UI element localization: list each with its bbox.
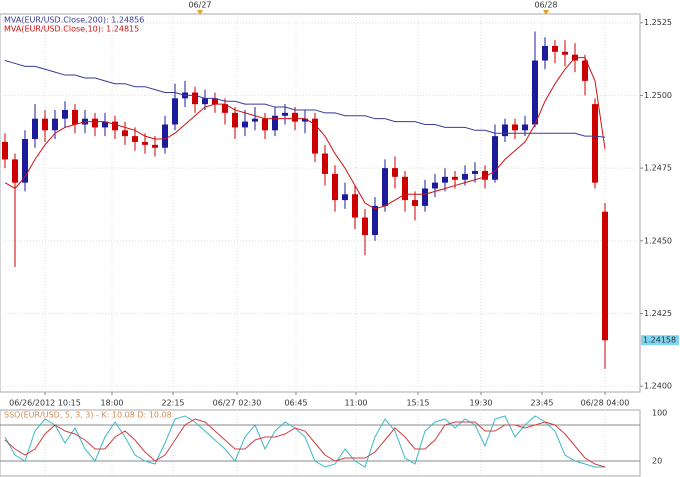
x-tick-label: 06/27 02:30 (213, 399, 262, 408)
candle-body (562, 51, 568, 55)
x-tick-label: 23:45 (530, 399, 553, 408)
candle-body (602, 211, 608, 341)
candle-body (72, 109, 78, 125)
candle-body (532, 60, 538, 125)
date-marker (197, 10, 203, 15)
d-line (4, 418, 606, 468)
x-tick-label: 22:15 (161, 399, 184, 408)
candle-body (442, 176, 448, 183)
candle-body (42, 118, 48, 131)
last-price-box (641, 335, 679, 346)
candle-body (372, 205, 378, 235)
candle-body (302, 118, 308, 122)
y-tick-label: 1.2450 (644, 236, 672, 245)
candle-body (512, 124, 518, 131)
y-tick-label: 1.2500 (644, 91, 672, 100)
candle-body (342, 194, 348, 201)
x-tick-label: 15:15 (406, 399, 429, 408)
date-marker (543, 10, 549, 15)
candle-body (12, 159, 18, 183)
candle-body (542, 45, 548, 61)
candle-body (162, 124, 168, 148)
candle-body (212, 98, 218, 105)
candle-body (252, 118, 258, 122)
x-tick-label: 11:00 (344, 399, 367, 408)
candle-body (362, 217, 368, 235)
candle-body (222, 104, 228, 113)
date-marker-label: 06/27 (188, 1, 211, 10)
candle-body (2, 141, 8, 160)
candle-body (52, 118, 58, 131)
last-price-label: 1.24158 (643, 336, 676, 345)
candle-body (492, 136, 498, 180)
candle-body (332, 173, 338, 201)
k-line (4, 415, 606, 468)
candle-body (282, 112, 288, 116)
price-panel (0, 13, 641, 393)
candle-body (472, 171, 478, 174)
candle-body (262, 118, 268, 131)
moving-average-line (4, 60, 606, 138)
x-tick-label: 06:45 (284, 399, 307, 408)
oscillator-panel (0, 409, 641, 477)
x-tick-label: 06/26/2012 10:15 (9, 399, 81, 408)
y-tick-label: 1.2525 (644, 18, 672, 27)
y-tick-label: 1.2400 (644, 382, 672, 391)
candle-body (142, 141, 148, 145)
candle-body (232, 112, 238, 128)
candle-body (202, 98, 208, 105)
candle-body (482, 171, 488, 180)
y-tick-label: 100 (652, 409, 667, 418)
x-tick-label: 19:30 (469, 399, 492, 408)
candle-body (592, 104, 598, 183)
candle-body (382, 168, 388, 206)
candle-body (422, 188, 428, 206)
candle-body (272, 115, 278, 131)
candle-body (152, 144, 158, 148)
candle-body (32, 118, 38, 140)
y-tick-label: 1.2475 (644, 164, 672, 173)
candle-body (102, 121, 108, 128)
legend-entry: MVA(EUR/USD.Close,10): 1.24815 (4, 25, 139, 34)
candle-body (22, 139, 28, 183)
candle-body (582, 60, 588, 81)
y-tick-label: 20 (652, 457, 662, 466)
candle-body (112, 121, 118, 131)
candle-body (132, 136, 138, 142)
candle-body (402, 176, 408, 201)
candle-body (62, 109, 68, 119)
candle-body (322, 153, 328, 174)
legend-entry: MVA(EUR/USD.Close,200): 1.24856 (4, 16, 144, 25)
x-tick-label: 06/28 04:00 (581, 399, 630, 408)
y-tick-label: 1.2425 (644, 309, 672, 318)
candle-body (552, 45, 558, 52)
candle-body (192, 92, 198, 105)
candle-body (172, 98, 178, 125)
x-tick-label: 18:00 (100, 399, 123, 408)
candle-body (522, 124, 528, 131)
candle-body (122, 130, 128, 137)
candle-body (392, 168, 398, 177)
candle-body (242, 121, 248, 128)
candle-body (452, 176, 458, 180)
candle-body (462, 173, 468, 180)
oscillator-legend: SSO(EUR/USD, 5, 3, 3) - K: 10.08 D: 10.0… (4, 411, 172, 420)
candle-body (352, 194, 358, 218)
date-marker-label: 06/28 (534, 1, 557, 10)
candle-body (292, 112, 298, 122)
candle-body (312, 118, 318, 154)
candle-body (412, 200, 418, 206)
candle-body (502, 124, 508, 137)
candle-body (432, 182, 438, 189)
moving-average-line (4, 57, 606, 210)
candle-body (92, 118, 98, 128)
